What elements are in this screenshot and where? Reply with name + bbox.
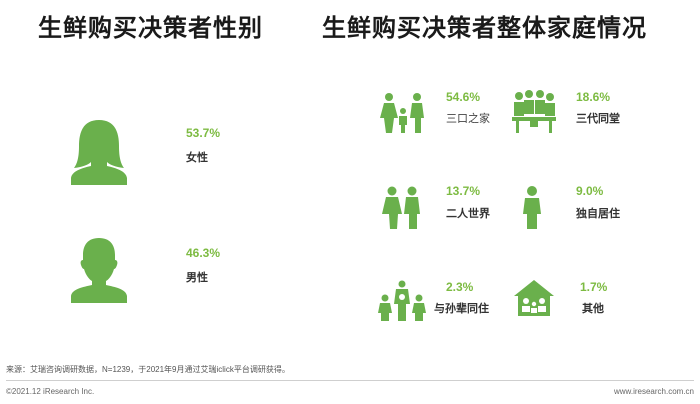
other-label: 其他	[582, 303, 604, 315]
family-of-three-percent: 54.6%	[446, 90, 481, 104]
family-with-siblings-icon	[378, 280, 426, 322]
source-note: 来源：艾瑞咨询调研数据，N=1239，于2021年9月通过艾瑞iclick平台调…	[6, 365, 290, 374]
other-percent: 1.7%	[580, 280, 608, 294]
three-generations-icon	[510, 90, 558, 134]
left-panel-title: 生鲜购买决策者性别	[38, 15, 263, 42]
single-label: 独自居住	[576, 208, 620, 220]
footer-divider	[6, 380, 694, 381]
couple-icon	[382, 186, 422, 230]
three-generations-percent: 18.6%	[576, 90, 611, 104]
with-grandchildren-percent: 2.3%	[446, 280, 474, 294]
website-link[interactable]: www.iresearch.com.cn	[613, 387, 694, 396]
right-panel-title: 生鲜购买决策者整体家庭情况	[322, 15, 647, 42]
family-house-icon	[514, 280, 554, 316]
male-percent: 46.3%	[186, 246, 221, 260]
male-person-icon	[70, 236, 128, 304]
female-person-icon	[70, 118, 128, 186]
family-of-three-label: 三口之家	[446, 113, 490, 125]
three-generations-label: 三代同堂	[576, 113, 620, 125]
couple-percent: 13.7%	[446, 184, 481, 198]
single-person-icon	[522, 186, 542, 230]
couple-label: 二人世界	[446, 208, 490, 220]
male-label: 男性	[186, 272, 208, 284]
copyright: ©2021.12 iResearch Inc.	[6, 387, 95, 396]
with-grandchildren-label: 与孙辈同住	[434, 303, 489, 315]
family-of-three-icon	[380, 92, 426, 134]
female-percent: 53.7%	[186, 126, 221, 140]
female-label: 女性	[186, 152, 208, 164]
single-percent: 9.0%	[576, 184, 604, 198]
